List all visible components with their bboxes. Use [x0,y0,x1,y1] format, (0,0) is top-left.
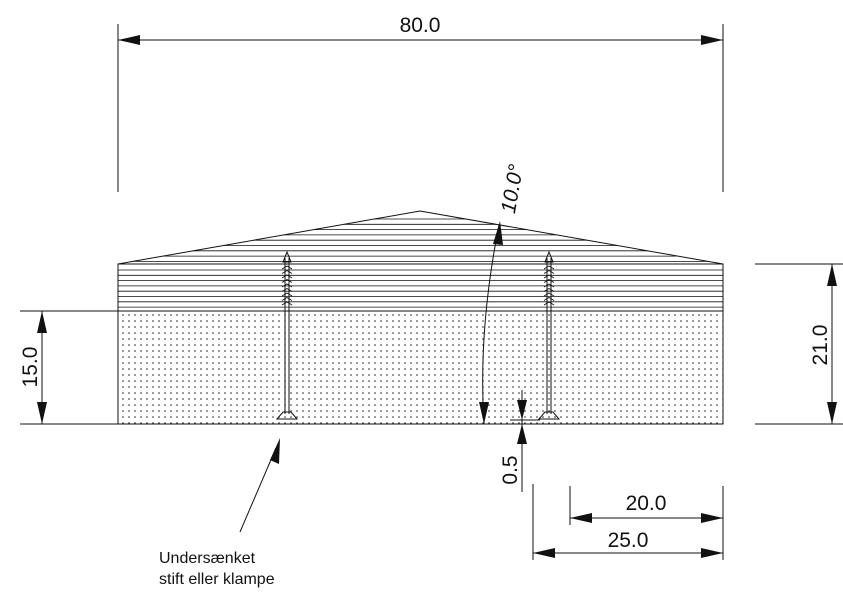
annotation-line-1: Undersænket [159,550,256,567]
dimension-overall-width: 80.0 [117,14,724,192]
nail-barb [281,292,293,297]
dimension-offset-inner-label: 20.0 [626,492,667,515]
nail-barb [543,288,555,292]
annotation-leader [239,438,280,533]
nail-barb [543,279,555,283]
nail-barb [281,274,293,279]
nail-barb [281,265,293,270]
nail-barb [281,301,293,306]
dimension-angle-label: 10.0° [497,163,528,216]
nail-barb [281,288,293,292]
nail-barb [543,297,555,301]
nail-barb [281,283,293,288]
nail-barb [543,265,555,270]
base-block [117,310,724,425]
nail-left [275,250,299,420]
annotation-line-2: stift eller klampe [159,571,275,588]
nail-barb [543,274,555,279]
dimension-base-height: 15.0 [19,310,118,425]
nail-barb [281,279,293,283]
nail-barb [543,270,555,274]
dimension-base-height-label: 15.0 [19,347,42,388]
dimension-total-height-label: 21.0 [809,325,832,366]
dimension-width-label: 80.0 [400,14,441,37]
dimension-recess-depth: 0.5 [487,390,625,492]
dimension-total-height: 21.0 [755,263,843,425]
nail-barb [281,270,293,274]
nail-barb [543,283,555,288]
nail-barb [281,297,293,301]
dimension-nail-offset: 20.0 25.0 [532,484,724,560]
dimension-offset-outer-label: 25.0 [608,529,649,552]
nail-barb [543,292,555,297]
nail-right [537,250,561,420]
dimension-recess-label: 0.5 [499,455,522,484]
nail-barb [543,301,555,306]
layered-section [117,263,724,312]
roof-wedge [117,210,724,265]
